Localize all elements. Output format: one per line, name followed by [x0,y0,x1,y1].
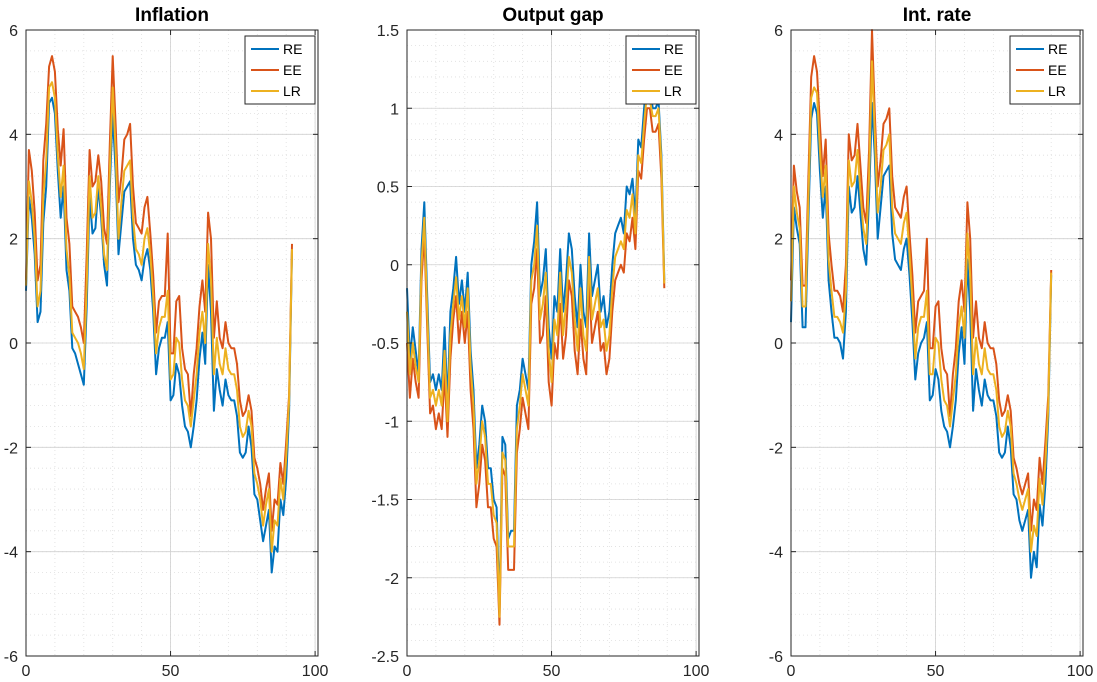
y-tick-label: 0 [390,258,399,275]
y-tick-label: 4 [9,127,18,144]
legend-label-ee: EE [1048,62,1067,78]
series-line-re [790,102,1053,579]
y-tick-label: -6 [4,649,18,666]
y-tick-label: 2 [774,232,783,249]
x-tick-label: 50 [927,663,945,680]
chart-title: Output gap [502,5,603,26]
legend: RE EE LR [244,35,316,105]
series-line-lr [790,60,1053,553]
legend-label-re: RE [1048,41,1067,57]
legend-label-lr: LR [1048,83,1066,99]
x-tick-label: 100 [683,663,710,680]
legend-label-lr: LR [664,83,682,99]
y-tick-label: -1 [385,414,399,431]
y-tick-label: 6 [9,23,18,40]
legend-label-re: RE [664,41,683,57]
legend-label-ee: EE [664,62,683,78]
chart-panel-3: -6 -4 -2 0 2 4 6 0 50 100 Int. rate RE EE LR [769,5,1094,680]
y-tick-label: 0.5 [377,180,399,197]
x-tick-label: 100 [1067,663,1094,680]
chart-panel-2: -2.5 -2 -1.5 -1 -0.5 0 0.5 1 1.5 0 50 100 Output gap… [371,5,709,680]
legend: RE EE LR [625,35,697,105]
y-tick-label: -4 [4,545,18,562]
series-line-ee [25,55,293,532]
series-line-ee [790,29,1053,532]
legend-label-lr: LR [283,83,301,99]
chart-title: Inflation [135,5,209,26]
y-tick-label: 1.5 [377,23,399,40]
y-tick-label: -2.5 [371,649,399,666]
legend: RE EE LR [1009,35,1081,105]
x-tick-label: 0 [22,663,31,680]
y-tick-label: -1.5 [371,493,399,510]
y-tick-label: -2 [769,440,783,457]
x-tick-label: 50 [162,663,180,680]
y-tick-label: 0 [9,336,18,353]
chart-panel-1: -6 -4 -2 0 2 4 6 0 50 100 Inflation RE EE LR [4,5,329,680]
series-line-re [406,75,666,611]
x-tick-label: 100 [302,663,329,680]
legend-label-re: RE [283,41,302,57]
y-tick-label: -0.5 [371,336,399,353]
grid [25,29,318,657]
chart-title: Int. rate [903,5,972,26]
y-tick-label: 0 [774,336,783,353]
y-tick-label: 4 [774,127,783,144]
y-tick-label: -4 [769,545,783,562]
x-tick-label: 50 [543,663,561,680]
x-tick-label: 0 [787,663,796,680]
y-tick-label: -2 [385,571,399,588]
y-tick-label: 2 [9,232,18,249]
series-line-lr [25,81,293,553]
y-tick-label: -2 [4,440,18,457]
x-tick-label: 0 [403,663,412,680]
y-tick-label: -6 [769,649,783,666]
series-line-lr [406,91,666,618]
y-tick-label: 1 [390,101,399,118]
y-tick-label: 6 [774,23,783,40]
legend-label-ee: EE [283,62,302,78]
